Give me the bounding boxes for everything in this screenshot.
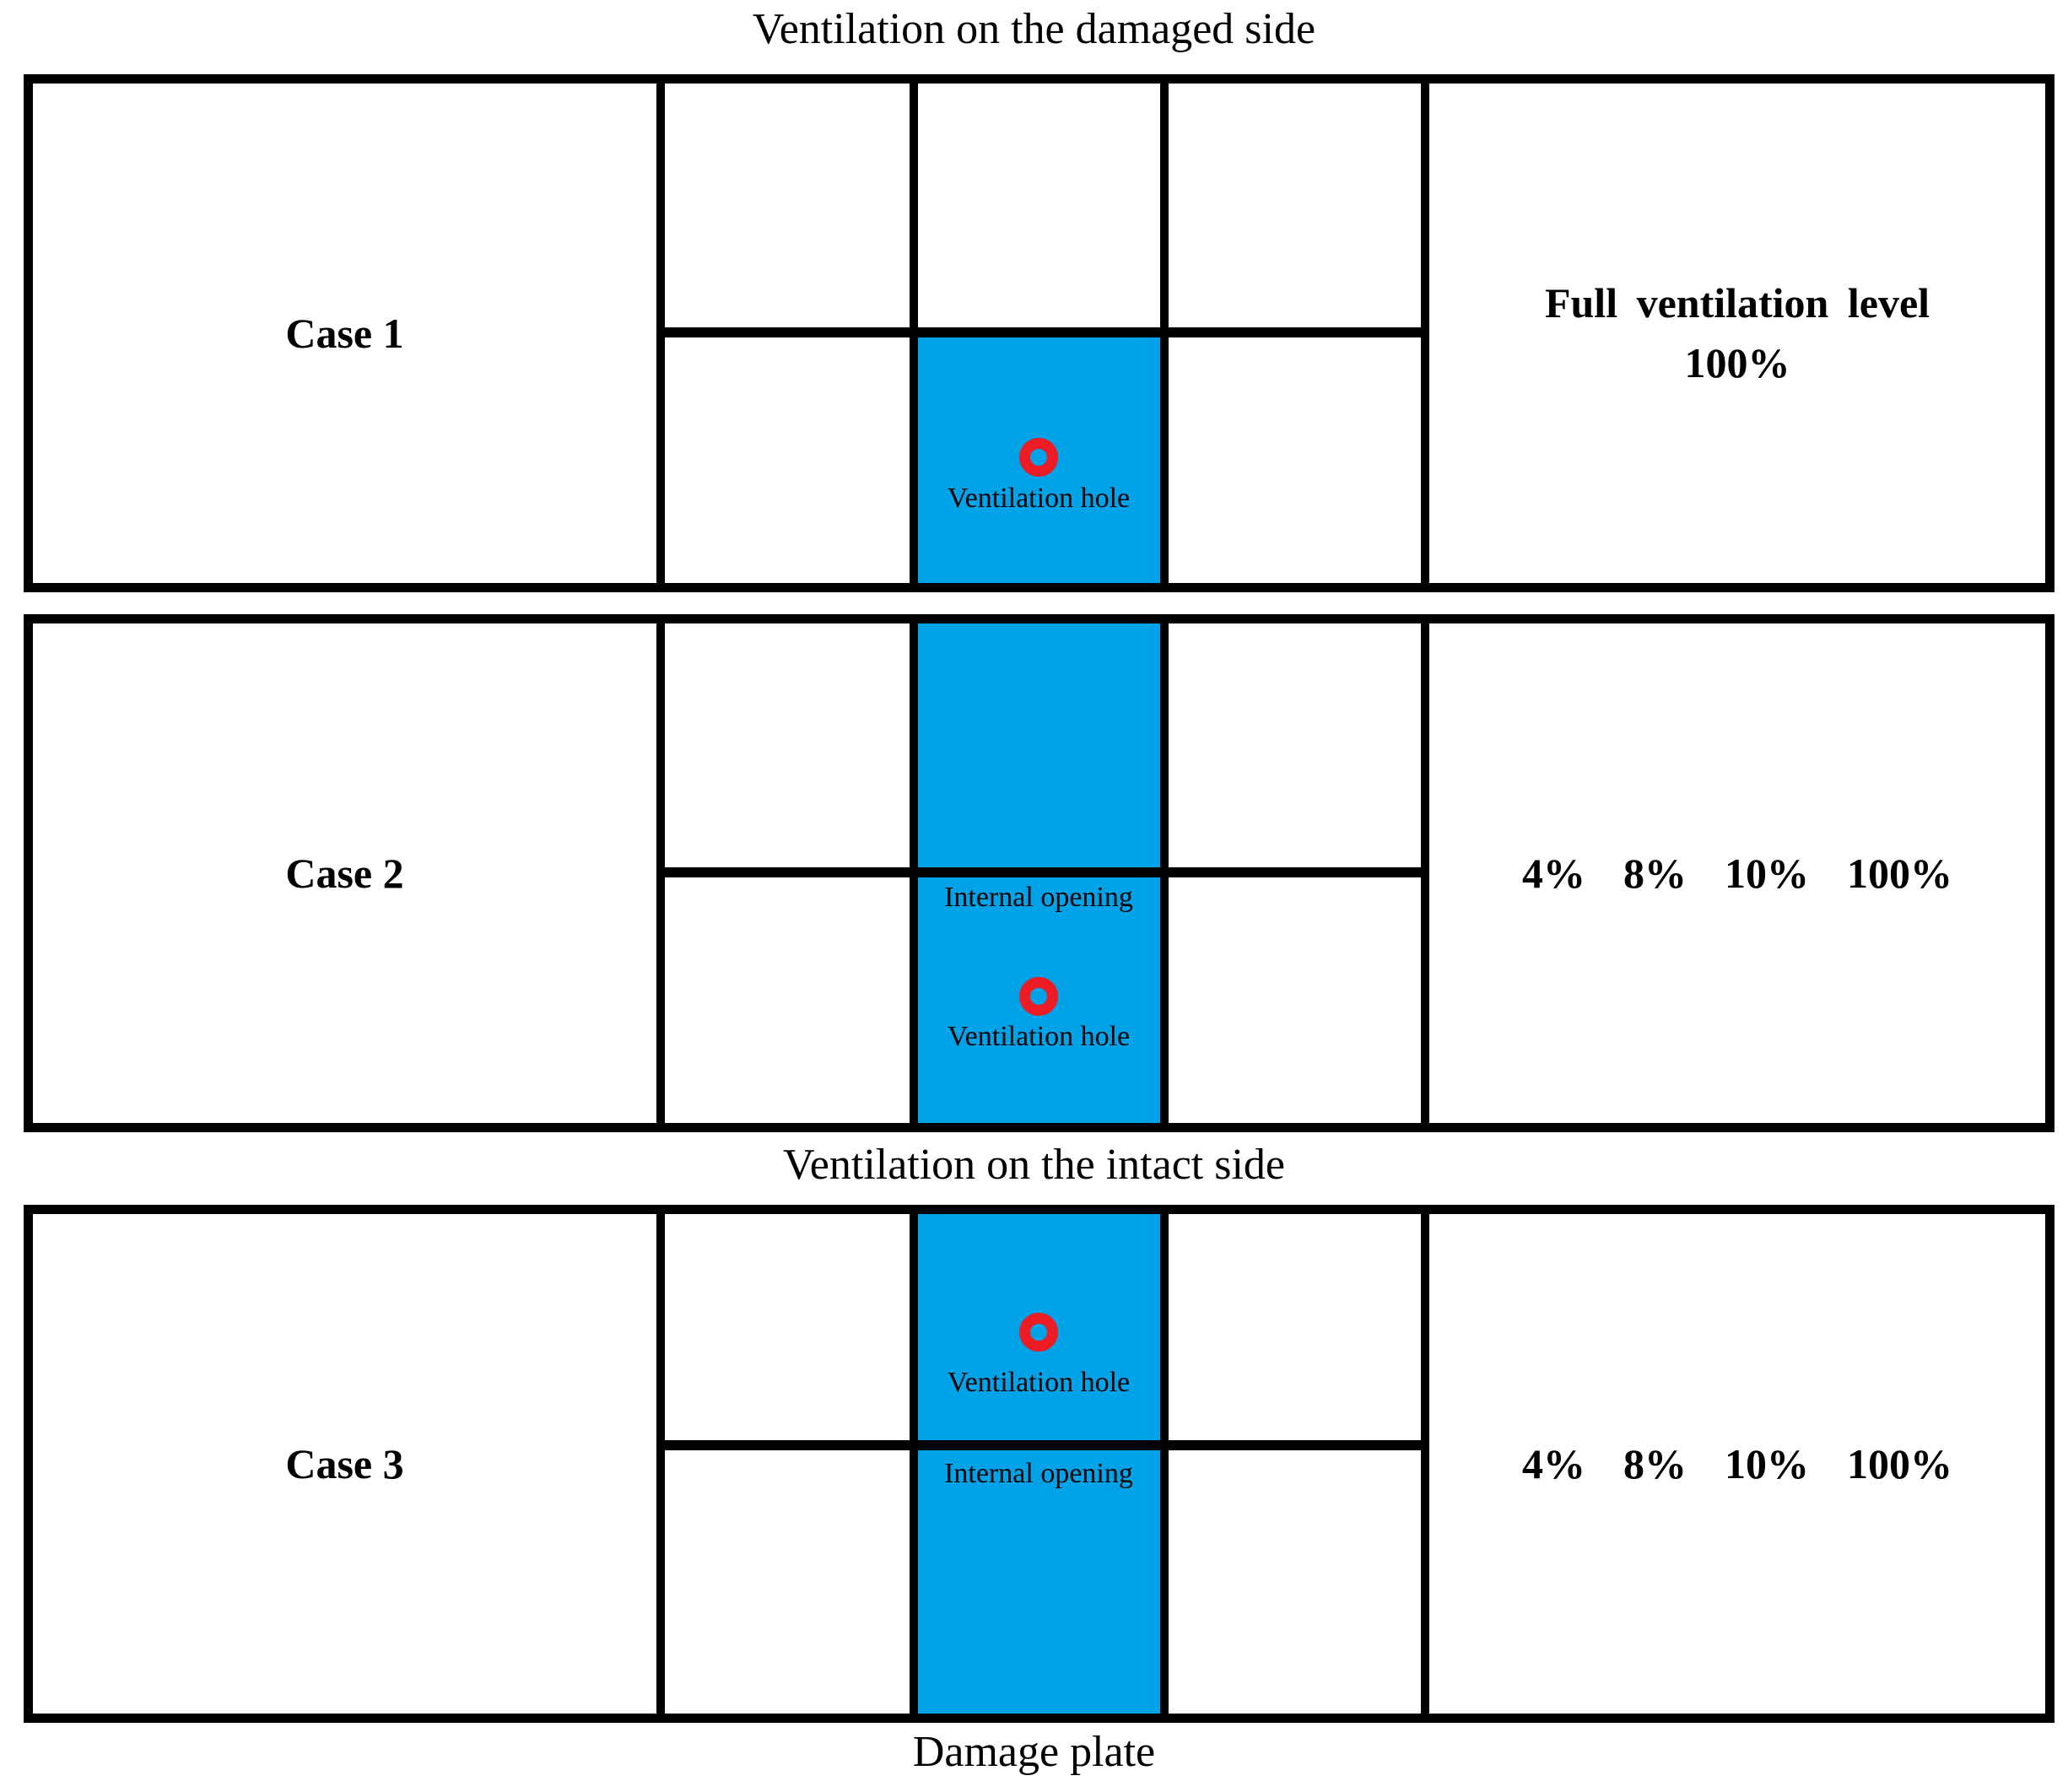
case2-box: Internal opening Ventilation hole Case 2… [24, 614, 2055, 1132]
title-ventilation-damaged-side: Ventilation on the damaged side [752, 5, 1316, 53]
ventilation-hole-label: Ventilation hole [947, 1021, 1131, 1052]
ventilation-hole-icon [1019, 977, 1058, 1016]
ventilation-level-text: 4% 8% 10% 100% [1522, 849, 1952, 897]
bulkhead-line [1160, 1214, 1169, 1714]
bulkhead-line [1421, 1214, 1429, 1714]
ventilation-level-line1: Full ventilation level [1544, 279, 1930, 327]
case1-box: Ventilation hole Case 1 Full ventilation… [24, 74, 2055, 592]
ventilation-hole-label: Ventilation hole [947, 483, 1131, 514]
ventilation-hole-icon [1019, 438, 1058, 477]
deck-divider-line [656, 867, 1429, 877]
internal-opening-label: Internal opening [944, 1458, 1133, 1489]
bulkhead-line [910, 1214, 918, 1714]
case1-label: Case 1 [285, 310, 404, 357]
deck-divider-line [656, 327, 1429, 337]
ventilation-level-text: Full ventilation level 100% [1429, 84, 2045, 583]
case3-label: Case 3 [285, 1440, 404, 1487]
case2-label: Case 2 [285, 850, 404, 897]
deck-divider-line [656, 1440, 1429, 1450]
internal-opening-label: Internal opening [944, 882, 1133, 913]
bulkhead-line [656, 1214, 665, 1714]
ventilation-hole-icon [1019, 1313, 1058, 1352]
title-ventilation-intact-side: Ventilation on the intact side [783, 1141, 1285, 1189]
damage-plate-column [918, 1214, 1160, 1714]
ventilation-level-line2: 100% [1684, 339, 1790, 386]
label-damage-plate: Damage plate [912, 1728, 1156, 1776]
ventilation-level-text: 4% 8% 10% 100% [1522, 1439, 1952, 1487]
ventilation-hole-label: Ventilation hole [947, 1367, 1131, 1398]
case3-box: Ventilation hole Internal opening Case 3… [24, 1205, 2055, 1723]
